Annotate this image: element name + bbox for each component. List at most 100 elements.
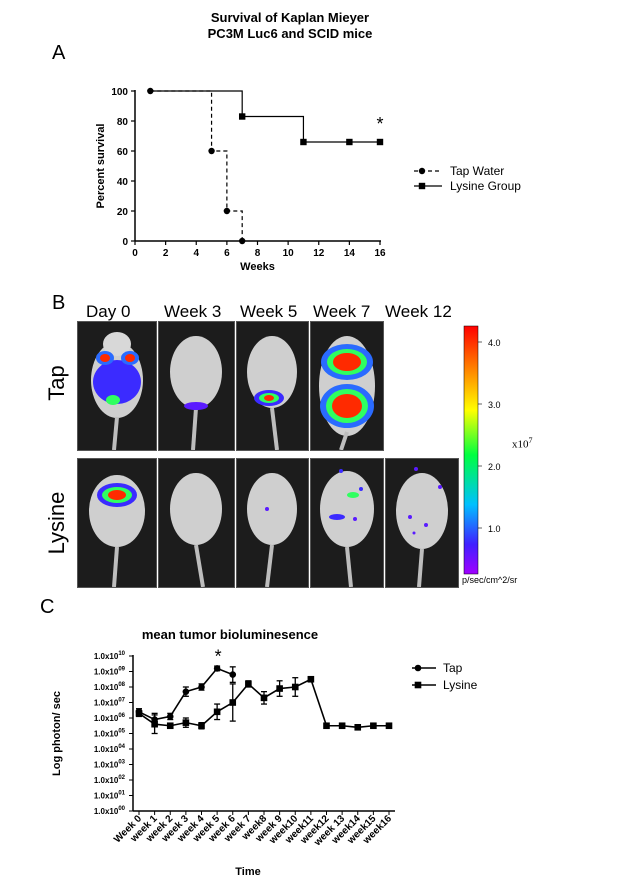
legend-marker-tap bbox=[414, 664, 422, 672]
tap-point bbox=[213, 665, 221, 672]
lysine-point bbox=[198, 722, 205, 730]
mouse-image-lysine-day0 bbox=[77, 458, 157, 588]
lysine-point bbox=[245, 680, 252, 688]
legend-label-tap-water: Tap Water bbox=[450, 164, 504, 178]
y-tick-label: 1.0x1010 bbox=[94, 651, 126, 661]
y-tick-label: 0 bbox=[122, 237, 128, 248]
lysine-group-point bbox=[300, 138, 307, 146]
row-label-tap: Tap bbox=[44, 365, 69, 401]
y-tick-label: 1.0x1003 bbox=[94, 760, 126, 770]
y-tick-label: 1.0x1002 bbox=[94, 775, 126, 785]
lysine-point bbox=[229, 699, 237, 706]
tap-water-point bbox=[223, 207, 231, 215]
x-tick-label: 12 bbox=[313, 248, 325, 259]
lysine-point bbox=[385, 722, 393, 730]
y-tick-label: 40 bbox=[117, 177, 129, 188]
legend-marker-lysine bbox=[414, 681, 422, 689]
tap-water-point bbox=[208, 147, 215, 155]
y-tick-label: 1.0x1000 bbox=[94, 806, 126, 816]
y-tick-label: 100 bbox=[111, 87, 128, 98]
tap-point bbox=[151, 716, 158, 723]
legend-marker-tap-water bbox=[418, 167, 426, 175]
x-tick-label: 8 bbox=[255, 248, 261, 259]
y-tick-label: 1.0x1009 bbox=[94, 667, 126, 677]
survival-chart: 0 20 40 60 80 100 0 2 4 6 8 10 12 14 16 Weeks Percent su… bbox=[95, 87, 521, 273]
tap-point bbox=[135, 708, 143, 716]
tap-water-point bbox=[238, 237, 246, 245]
y-tick-label: 1.0x1007 bbox=[94, 698, 126, 708]
lysine-point bbox=[276, 685, 283, 692]
series-line-tap-water bbox=[150, 90, 243, 241]
lysine-point bbox=[182, 719, 190, 726]
mouse-image-lysine-week5 bbox=[236, 458, 309, 588]
series-line-lysine-group bbox=[150, 90, 380, 143]
tap-point bbox=[229, 671, 237, 678]
lysine-point bbox=[370, 722, 377, 730]
mouse-image-tap-week7 bbox=[310, 321, 384, 451]
tap-point bbox=[182, 688, 190, 695]
legend-marker-lysine-group bbox=[418, 182, 426, 190]
row-label-lysine: Lysine bbox=[44, 491, 69, 555]
lysine-point bbox=[213, 708, 221, 716]
colorbar-tick-label: 4.0 bbox=[488, 338, 501, 348]
lysine-point bbox=[323, 722, 330, 730]
x-tick-label: 0 bbox=[132, 248, 138, 259]
y-tick-label: 1.0x1004 bbox=[94, 744, 126, 754]
x-tick-label: 10 bbox=[283, 248, 295, 259]
x-tick-label: 4 bbox=[193, 248, 199, 259]
lysine-point bbox=[260, 694, 268, 702]
lysine-point bbox=[291, 683, 299, 691]
significance-marker-c: * bbox=[215, 646, 222, 666]
mouse-image-lysine-week3 bbox=[158, 458, 235, 588]
lysine-point bbox=[354, 724, 362, 731]
y-tick-label: 1.0x1006 bbox=[94, 713, 126, 723]
bioluminescence-chart: mean tumor bioluminesence 1.0x1000 1.0x100… bbox=[51, 627, 478, 878]
panel-a-title-line2: PC3M Luc6 and SCID mice bbox=[207, 26, 373, 41]
legend-label-tap: Tap bbox=[443, 661, 463, 675]
col-label-week12: Week 12 bbox=[385, 302, 452, 321]
lysine-group-point bbox=[238, 113, 246, 120]
panel-a-letter: A bbox=[52, 42, 66, 64]
lysine-group-point bbox=[376, 138, 384, 146]
mouse-image-tap-week3 bbox=[158, 321, 235, 451]
lysine-point bbox=[307, 675, 315, 683]
y-axis-label: Percent survival bbox=[95, 124, 107, 209]
col-label-week5: Week 5 bbox=[240, 302, 298, 321]
panel-a-title-line1: Survival of Kaplan Mieyer bbox=[210, 10, 370, 25]
colorbar-gradient bbox=[463, 325, 479, 575]
x-tick-label: 6 bbox=[224, 248, 230, 259]
x-tick-label: 14 bbox=[344, 248, 356, 259]
significance-marker-a: * bbox=[376, 114, 383, 134]
lysine-point bbox=[166, 722, 174, 730]
y-axis-label: Log photon/ sec bbox=[51, 691, 63, 776]
lysine-group-point bbox=[346, 138, 353, 146]
chart-c-title: mean tumor bioluminesence bbox=[142, 627, 318, 642]
colorbar-tick-label: 2.0 bbox=[488, 462, 501, 472]
y-tick-label: 80 bbox=[117, 117, 129, 128]
col-label-week3: Week 3 bbox=[164, 302, 222, 321]
mouse-image-lysine-week7 bbox=[310, 458, 384, 588]
y-tick-label: 1.0x1005 bbox=[94, 729, 126, 739]
mouse-image-lysine-week12 bbox=[385, 458, 459, 588]
colorbar-scale: x107 bbox=[512, 436, 533, 451]
legend-label-lysine-group: Lysine Group bbox=[450, 179, 521, 193]
y-tick-label: 1.0x1008 bbox=[94, 682, 126, 692]
colorbar-tick-label: 1.0 bbox=[488, 524, 501, 534]
panel-b-letter: B bbox=[52, 292, 66, 314]
tap-point bbox=[198, 683, 205, 691]
lysine-point bbox=[338, 722, 346, 730]
y-tick-label: 1.0x1001 bbox=[94, 791, 126, 801]
y-tick-label: 20 bbox=[117, 207, 129, 218]
x-tick-label: 2 bbox=[163, 248, 169, 259]
colorbar-tick-label: 3.0 bbox=[488, 400, 501, 410]
colorbar: 4.0 3.0 2.0 1.0 bbox=[463, 325, 501, 575]
x-axis-label: Weeks bbox=[240, 261, 275, 273]
mouse-image-tap-week5 bbox=[236, 321, 309, 451]
y-tick-label: 60 bbox=[117, 147, 129, 158]
panel-c-letter: C bbox=[40, 596, 55, 618]
mouse-image-tap-day0 bbox=[77, 321, 157, 451]
x-tick-label: 16 bbox=[374, 248, 386, 259]
col-label-week7: Week 7 bbox=[313, 302, 371, 321]
col-label-day0: Day 0 bbox=[86, 302, 131, 321]
colorbar-unit: p/sec/cm^2/sr bbox=[462, 575, 518, 585]
